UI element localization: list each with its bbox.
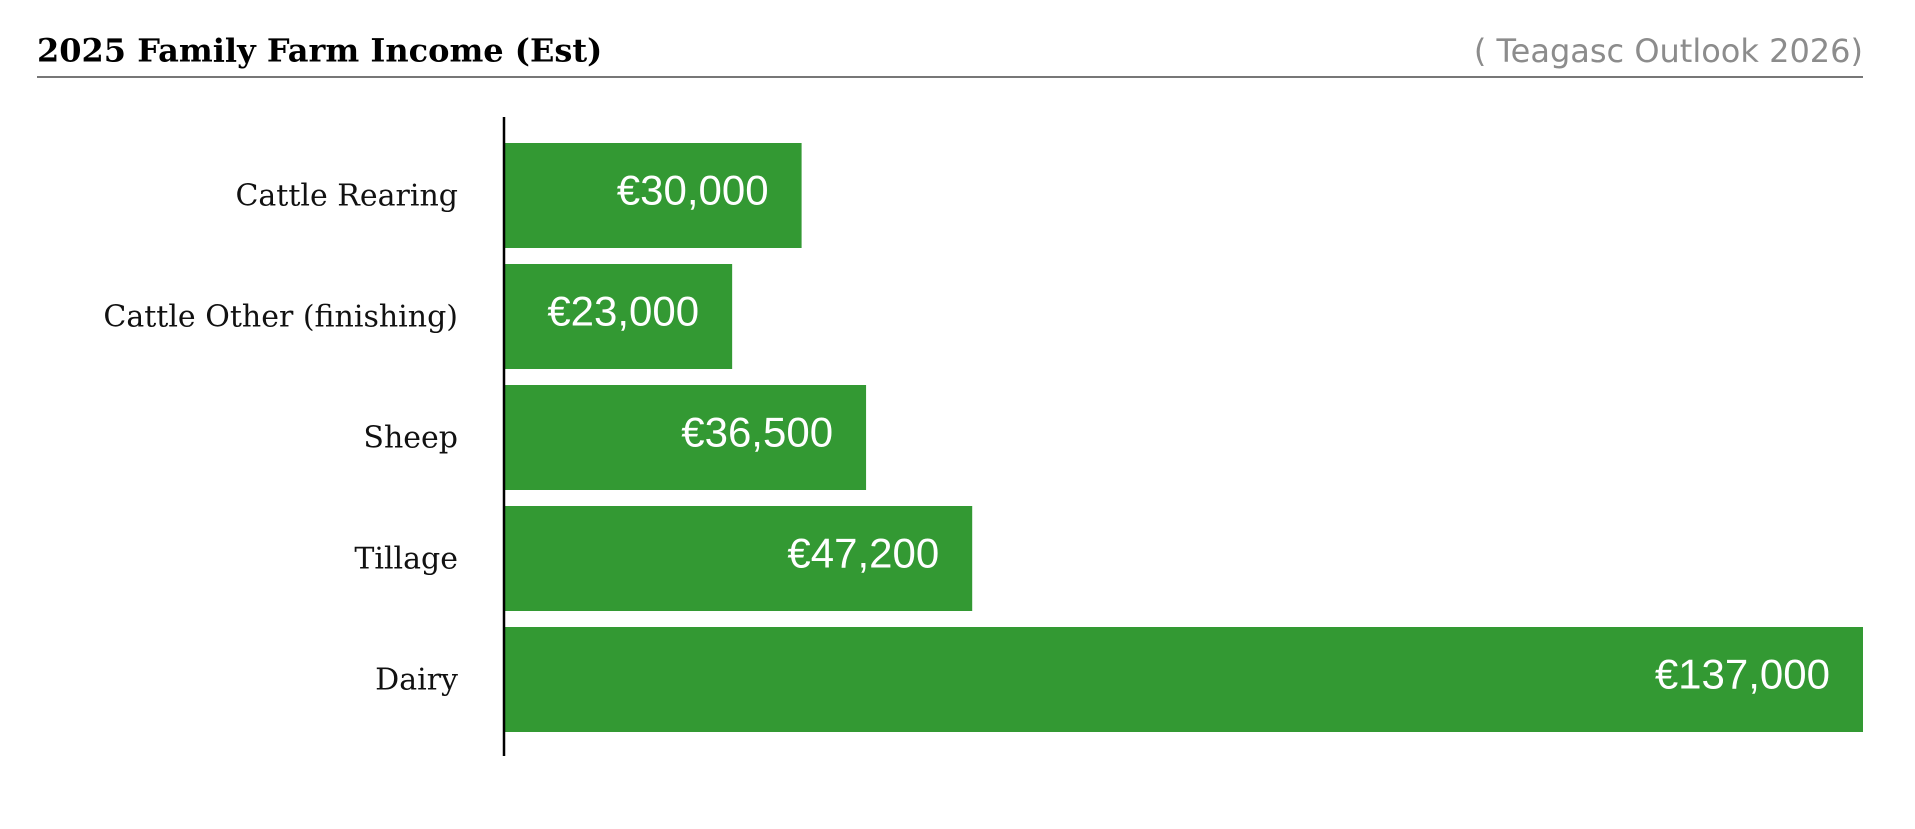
category-label: Sheep	[363, 421, 458, 456]
category-label: Dairy	[375, 663, 458, 698]
value-label: €36,500	[681, 409, 833, 456]
value-label: €137,000	[1655, 651, 1830, 698]
bar	[504, 506, 973, 611]
bar	[504, 627, 1863, 732]
value-label: €47,200	[787, 530, 939, 577]
chart-subtitle: ( Teagasc Outlook 2026)	[1474, 32, 1863, 70]
value-label: €30,000	[617, 167, 769, 214]
chart-title: 2025 Family Farm Income (Est)	[37, 32, 602, 70]
value-label: €23,000	[547, 288, 699, 335]
bar	[504, 264, 733, 369]
category-label: Cattle Rearing	[235, 179, 458, 214]
category-label: Tillage	[354, 542, 458, 577]
category-label: Cattle Other (finishing)	[103, 300, 458, 335]
bar	[504, 385, 867, 490]
bar	[504, 143, 802, 248]
